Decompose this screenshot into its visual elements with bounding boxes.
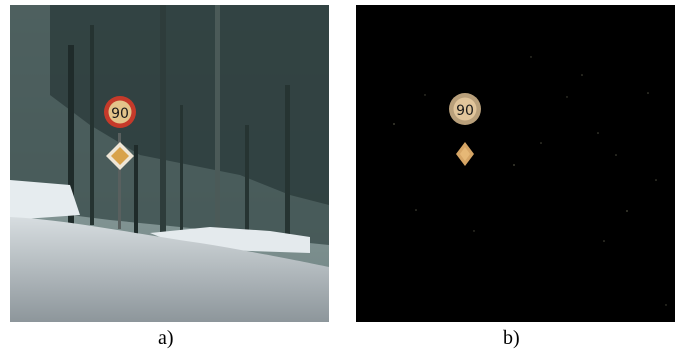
caption-b: b) <box>503 327 520 349</box>
photo-panel-a: 90 <box>10 5 329 322</box>
speed-sign-text-a: 90 <box>111 106 129 122</box>
speed-sign-text-b: 90 <box>456 103 474 119</box>
road-scene-photo: 90 <box>10 5 329 322</box>
caption-a: a) <box>158 327 174 349</box>
segmentation-mask-image: 90 <box>356 5 675 322</box>
mask-panel-b: 90 <box>356 5 675 322</box>
